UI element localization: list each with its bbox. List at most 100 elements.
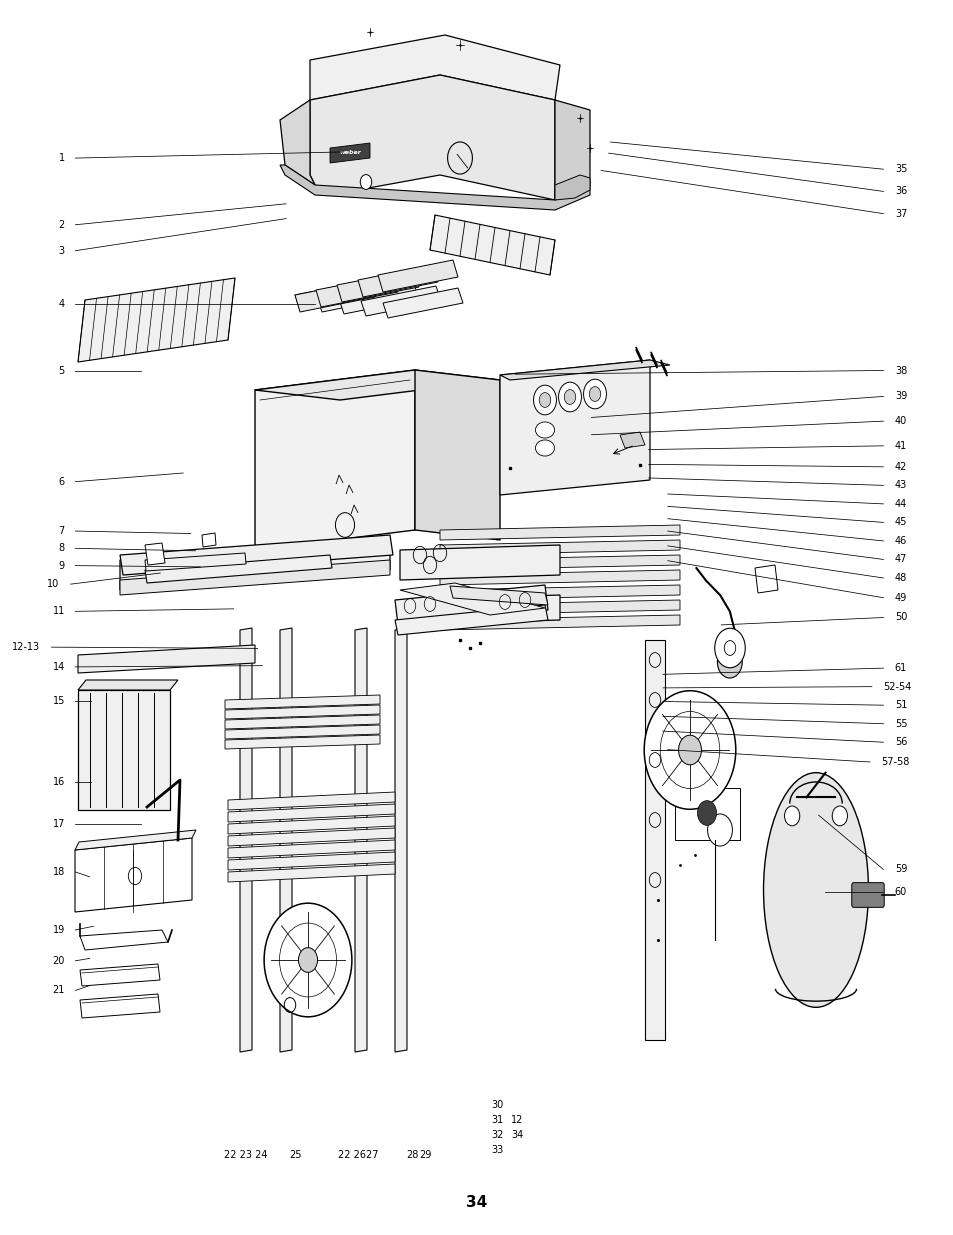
Text: 57-58: 57-58 (881, 757, 909, 767)
Polygon shape (225, 695, 379, 709)
Polygon shape (695, 795, 734, 830)
Circle shape (717, 646, 741, 678)
Polygon shape (399, 595, 559, 625)
Polygon shape (399, 583, 544, 615)
Polygon shape (280, 100, 314, 185)
Circle shape (583, 379, 606, 409)
Text: 19: 19 (52, 925, 65, 935)
Text: 10: 10 (47, 579, 59, 589)
Polygon shape (355, 629, 367, 1052)
Text: 39: 39 (894, 391, 906, 401)
Text: 55: 55 (894, 719, 906, 729)
Polygon shape (619, 432, 644, 448)
Text: 20: 20 (52, 956, 65, 966)
Polygon shape (439, 555, 679, 571)
Text: 17: 17 (52, 819, 65, 829)
Circle shape (678, 735, 700, 764)
Polygon shape (75, 830, 195, 850)
Circle shape (643, 690, 735, 809)
Text: 40: 40 (894, 416, 906, 426)
Text: 1: 1 (59, 153, 65, 163)
Circle shape (533, 385, 556, 415)
Text: weber: weber (338, 151, 360, 156)
Polygon shape (228, 816, 395, 834)
Polygon shape (338, 284, 418, 314)
Circle shape (298, 947, 317, 972)
Polygon shape (439, 585, 679, 600)
Polygon shape (315, 275, 397, 308)
Text: 45: 45 (894, 517, 906, 527)
Polygon shape (439, 600, 679, 615)
Polygon shape (644, 640, 664, 1040)
Text: 12-13: 12-13 (12, 642, 40, 652)
Text: 43: 43 (894, 480, 906, 490)
Text: 32: 32 (491, 1130, 502, 1140)
Text: 34: 34 (511, 1130, 522, 1140)
Polygon shape (80, 930, 168, 950)
Text: 59: 59 (894, 864, 906, 874)
Polygon shape (415, 370, 499, 540)
Text: 61: 61 (894, 663, 906, 673)
Text: 22 23 24: 22 23 24 (224, 1150, 268, 1160)
Ellipse shape (535, 440, 554, 456)
Polygon shape (228, 864, 395, 882)
Polygon shape (228, 804, 395, 823)
Polygon shape (120, 559, 390, 595)
Circle shape (697, 800, 716, 825)
Polygon shape (439, 571, 679, 585)
Text: 52-54: 52-54 (882, 682, 911, 692)
Polygon shape (225, 735, 379, 748)
Text: 60: 60 (894, 887, 906, 897)
Polygon shape (240, 629, 252, 1052)
Polygon shape (430, 215, 555, 275)
Text: 33: 33 (491, 1145, 502, 1155)
Text: 4: 4 (59, 299, 65, 309)
Text: 2: 2 (58, 220, 65, 230)
Text: 35: 35 (894, 164, 906, 174)
Text: 22 2627: 22 2627 (338, 1150, 378, 1160)
Polygon shape (225, 715, 379, 729)
Circle shape (714, 629, 744, 668)
Text: 21: 21 (52, 986, 65, 995)
Polygon shape (254, 370, 415, 550)
Polygon shape (228, 792, 395, 810)
Polygon shape (78, 680, 178, 690)
Text: 5: 5 (58, 366, 65, 375)
Text: 7: 7 (58, 526, 65, 536)
Circle shape (264, 903, 352, 1016)
Text: 6: 6 (59, 477, 65, 487)
Text: 30: 30 (491, 1100, 502, 1110)
Circle shape (783, 806, 799, 826)
Polygon shape (395, 629, 407, 1052)
Text: 15: 15 (52, 697, 65, 706)
Polygon shape (228, 852, 395, 869)
Text: 29: 29 (419, 1150, 431, 1160)
Polygon shape (382, 288, 462, 317)
Polygon shape (225, 725, 379, 739)
Text: 44: 44 (894, 499, 906, 509)
Polygon shape (145, 543, 165, 564)
Polygon shape (280, 629, 292, 1052)
Circle shape (589, 387, 600, 401)
Text: 38: 38 (894, 366, 906, 375)
Circle shape (360, 174, 372, 189)
Text: 51: 51 (894, 700, 906, 710)
Polygon shape (120, 535, 393, 576)
Text: 11: 11 (52, 606, 65, 616)
Polygon shape (202, 534, 215, 547)
Text: 31: 31 (491, 1115, 502, 1125)
Circle shape (558, 382, 580, 411)
Polygon shape (450, 585, 547, 605)
Polygon shape (310, 75, 555, 200)
Text: 3: 3 (59, 246, 65, 256)
Text: 14: 14 (52, 662, 65, 672)
FancyBboxPatch shape (851, 883, 883, 908)
Polygon shape (254, 370, 499, 400)
Text: 48: 48 (894, 573, 906, 583)
Polygon shape (357, 266, 437, 296)
Polygon shape (280, 165, 589, 210)
Polygon shape (360, 287, 440, 316)
Ellipse shape (762, 773, 867, 1008)
Polygon shape (294, 280, 375, 310)
Polygon shape (395, 605, 547, 635)
